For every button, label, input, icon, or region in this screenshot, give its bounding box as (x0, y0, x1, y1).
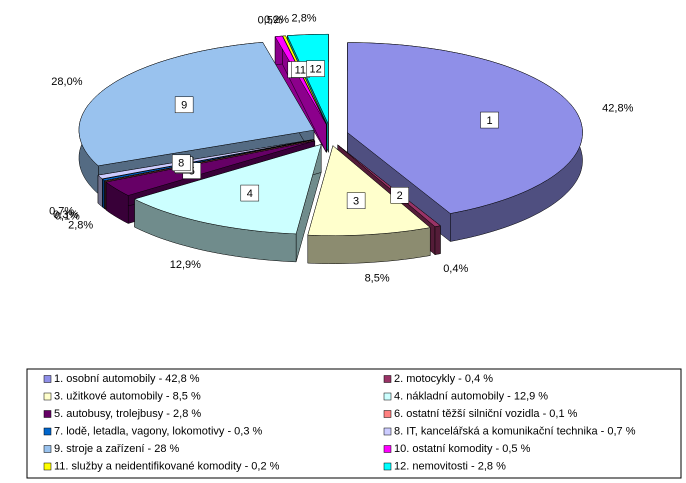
value-label: 0,1% (55, 210, 80, 222)
legend-label: 10. ostatní komodity - 0,5 % (394, 443, 531, 455)
slice-number-box (240, 184, 260, 202)
slice-number-box (306, 60, 325, 77)
slice-number-box (346, 192, 366, 209)
legend-swatch (43, 375, 52, 383)
slice (347, 42, 583, 214)
slice-number: 3 (353, 196, 359, 208)
slice-number-box (390, 187, 409, 204)
value-label: 2,8% (68, 220, 93, 232)
slice-side (104, 180, 106, 210)
legend-swatch (383, 375, 392, 383)
slice (307, 145, 431, 236)
slice-number: 1 (486, 115, 492, 127)
slice-side (434, 225, 441, 256)
legend-label: 9. stroje a zařízení - 28 % (54, 443, 180, 455)
legend-label: 4. nákladní automobily - 12,9 % (394, 390, 548, 402)
legend-box (26, 368, 682, 479)
value-label: 28,0% (51, 76, 82, 88)
value-label: 0,4% (443, 263, 468, 275)
legend-swatch (383, 462, 392, 471)
legend-label: 11. služby a neidentifikované komodity -… (54, 460, 280, 472)
legend-swatch (43, 410, 52, 418)
value-label: 0,2% (264, 14, 289, 26)
slice (78, 42, 315, 167)
slice-number-box (171, 154, 191, 172)
legend-label: 8. IT, kancelářská a komunikační technik… (394, 425, 636, 437)
legend-swatch (383, 427, 392, 436)
slice-number: 2 (397, 190, 403, 202)
slice (133, 144, 322, 263)
slice-number: 12 (309, 64, 321, 76)
value-label: 2,8% (292, 12, 317, 24)
slice-number: 4 (247, 188, 253, 200)
legend-swatch (383, 445, 392, 453)
slice-number: 11 (295, 64, 306, 76)
slice-number-box (480, 111, 499, 129)
value-label: 42,8% (602, 103, 633, 115)
slice (133, 144, 322, 235)
legend-label: 2. motocykly - 0,4 % (394, 373, 493, 385)
legend-swatch (43, 392, 52, 401)
legend-label: 6. ostatní těžší silniční vozidla - 0,1 … (394, 408, 578, 420)
legend-swatch (43, 445, 52, 453)
slice-side (102, 178, 105, 210)
slice (307, 145, 431, 264)
slice-number: 8 (178, 158, 184, 170)
legend-swatch (383, 392, 392, 401)
value-label: 12,9% (170, 259, 201, 271)
value-label: 0,3% (53, 209, 78, 221)
slice (286, 33, 329, 125)
legend-label: 3. užitkové automobily - 8,5 % (54, 390, 201, 402)
value-label: 0,5% (258, 14, 283, 26)
legend-swatch (383, 410, 392, 418)
value-label: 0,7% (49, 206, 74, 218)
legend-swatch (43, 462, 52, 471)
legend-label: 7. lodě, letadla, vagony, lokomotivy - 0… (54, 425, 263, 437)
legend-label: 12. nemovitosti - 2,8 % (394, 460, 506, 472)
legend-swatch (43, 427, 52, 436)
slice (105, 140, 315, 196)
pie (78, 33, 583, 264)
slice-side (97, 174, 103, 208)
slice-number-box (174, 96, 194, 114)
value-label: 8,5% (365, 272, 390, 284)
slice-number: 9 (181, 100, 187, 112)
legend-label: 5. autobusy, trolejbusy - 2,8 % (54, 408, 201, 420)
legend-label: 1. osobní automobily - 42,8 % (54, 373, 200, 385)
